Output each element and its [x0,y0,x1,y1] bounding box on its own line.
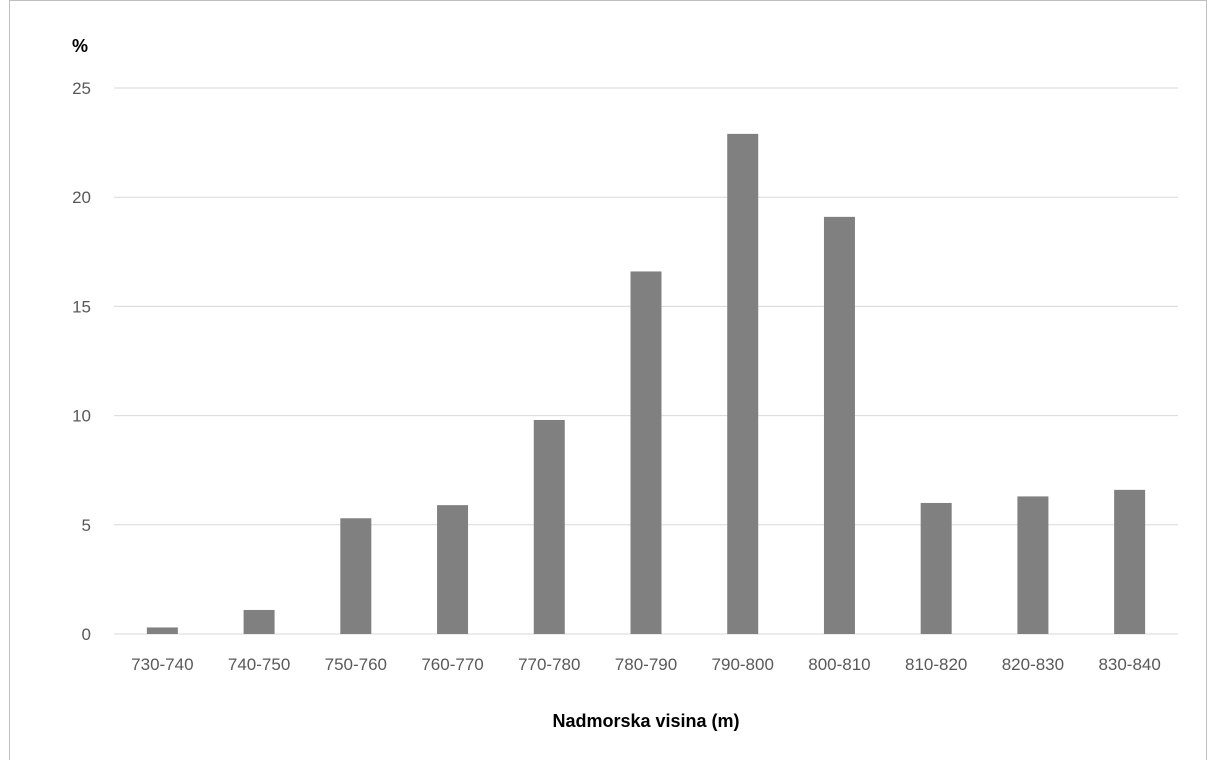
y-tick-label: 0 [82,625,91,644]
x-axis-title: Nadmorska visina (m) [552,711,739,731]
y-tick-label: 20 [72,188,91,207]
x-tick-label: 780-790 [615,655,677,674]
x-tick-label: 820-830 [1002,655,1064,674]
bars [146,133,1146,634]
x-tick-label: 770-780 [518,655,580,674]
y-tick-label: 5 [82,516,91,535]
bar-770-780 [533,419,565,634]
x-tick-label: 730-740 [131,655,193,674]
bar-760-770 [437,505,469,634]
chart-frame [9,0,1207,760]
bar-730-740 [146,627,178,634]
y-tick-label: 10 [72,407,91,426]
bar-820-830 [1017,496,1049,634]
bar-810-820 [920,502,952,634]
x-tick-label: 830-840 [1098,655,1160,674]
bar-740-750 [243,609,275,634]
y-tick-label: 25 [72,79,91,98]
y-axis-title: % [72,36,88,56]
x-tick-label: 750-760 [325,655,387,674]
bar-750-760 [340,518,372,634]
bar-780-790 [630,271,662,634]
x-tick-label: 810-820 [905,655,967,674]
x-tick-label: 760-770 [421,655,483,674]
x-tick-label: 740-750 [228,655,290,674]
y-tick-labels: 0 5 10 15 20 25 [72,79,91,644]
bar-800-810 [823,216,855,634]
x-tick-label: 800-810 [808,655,870,674]
y-tick-label: 15 [72,297,91,316]
bar-830-840 [1114,489,1146,634]
x-tick-label: 790-800 [712,655,774,674]
x-tick-labels: 730-740 740-750 750-760 760-770 770-780 780-7… [131,655,1161,674]
bar-790-800 [727,133,759,634]
